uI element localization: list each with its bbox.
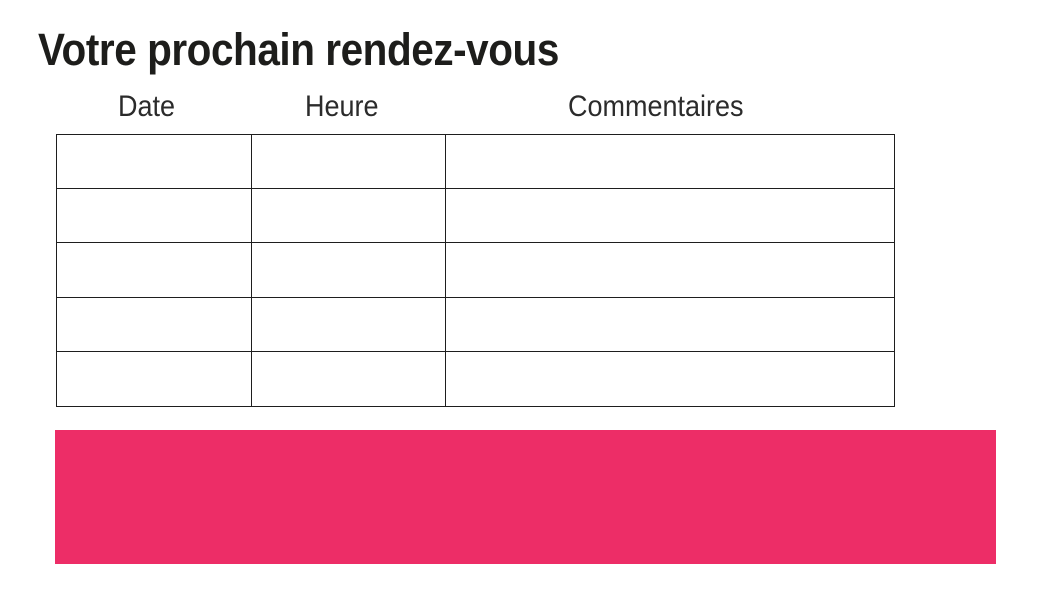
table-cell [446,135,894,190]
table-cell [57,351,252,406]
table-cell [57,189,252,244]
column-header-commentaires: Commentaires [568,90,744,123]
table-cell [446,352,894,406]
table-cell [252,243,446,298]
table-cell [252,135,446,190]
column-header-date: Date [118,90,176,123]
table-cell [252,297,446,352]
table-cell [446,189,894,244]
table-cell [252,351,446,406]
appointments-table [56,134,895,407]
table-cell [446,298,894,352]
table-cell [446,243,894,298]
table-cell [57,297,252,352]
table-cell [252,189,446,244]
accent-banner [55,430,996,564]
table-cell [57,243,252,298]
table-cell [57,135,252,190]
page-title: Votre prochain rendez-vous [38,24,559,75]
column-header-heure: Heure [305,90,379,123]
